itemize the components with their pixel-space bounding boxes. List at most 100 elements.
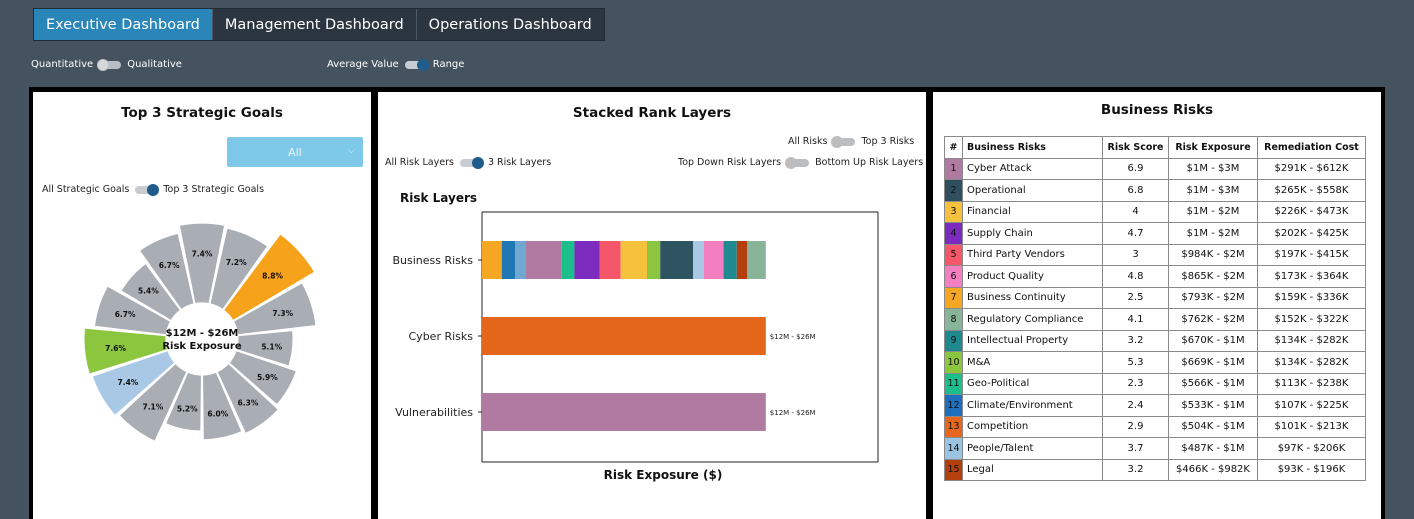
polar-segment bbox=[222, 233, 316, 322]
risk-score: 5.3 bbox=[1102, 351, 1169, 374]
table-row[interactable]: 4 Supply Chain 4.7 $1M - $2M $202K - $425K bbox=[944, 222, 1366, 245]
polar-segment-label: 7.4% bbox=[118, 378, 139, 387]
risk-name: Geo-Political bbox=[962, 372, 1103, 395]
stacked-bar-segment bbox=[515, 241, 526, 279]
table-row[interactable]: 15 Legal 3.2 $466K - $982K $93K - $196K bbox=[944, 458, 1366, 481]
tab-management-dashboard[interactable]: Management Dashboard bbox=[212, 9, 417, 40]
stacked-rank-layers-panel: Stacked Rank Layers All Risks Top 3 Risk… bbox=[378, 92, 926, 519]
risk-score: 6.8 bbox=[1102, 179, 1169, 202]
table-row[interactable]: 7 Business Continuity 2.5 $793K - $2M $159K … bbox=[944, 286, 1366, 309]
risk-number-swatch: 12 bbox=[944, 394, 963, 417]
risk-name: Legal bbox=[962, 458, 1103, 481]
table-row[interactable]: 10 M&A 5.3 $669K - $1M $134K - $282K bbox=[944, 351, 1366, 374]
table-row[interactable]: 2 Operational 6.8 $1M - $3M $265K - $558K bbox=[944, 179, 1366, 202]
table-row[interactable]: 6 Product Quality 4.8 $865K - $2M $173K - $3… bbox=[944, 265, 1366, 288]
risk-number-swatch: 9 bbox=[944, 329, 963, 352]
average-range-toggle[interactable] bbox=[404, 58, 429, 71]
header-business-risks[interactable]: Business Risks bbox=[962, 136, 1103, 159]
goals-filter-value: All bbox=[288, 145, 302, 159]
remediation-cost: $113K - $238K bbox=[1257, 372, 1366, 395]
tab-executive-dashboard[interactable]: Executive Dashboard bbox=[34, 9, 213, 40]
stacked-bar-segment bbox=[647, 241, 661, 279]
range-label: Range bbox=[432, 59, 465, 70]
remediation-cost: $265K - $558K bbox=[1257, 179, 1366, 202]
risk-name: Supply Chain bbox=[962, 222, 1103, 245]
table-row[interactable]: 11 Geo-Political 2.3 $566K - $1M $113K - $23… bbox=[944, 372, 1366, 395]
table-row[interactable]: 3 Financial 4 $1M - $2M $226K - $473K bbox=[944, 200, 1366, 223]
polar-segment bbox=[216, 362, 280, 435]
header-risk-exposure[interactable]: Risk Exposure bbox=[1168, 136, 1258, 159]
header-remediation-cost[interactable]: Remediation Cost bbox=[1257, 136, 1366, 159]
table-row[interactable]: 12 Climate/Environment 2.4 $533K - $1M $107K… bbox=[944, 394, 1366, 417]
risk-exposure: $566K - $1M bbox=[1168, 372, 1258, 395]
header-number[interactable]: # bbox=[944, 136, 963, 159]
remediation-cost: $197K - $415K bbox=[1257, 243, 1366, 266]
risk-layers-toggle[interactable] bbox=[459, 156, 484, 169]
y-tick-label: Vulnerabilities bbox=[395, 406, 473, 419]
remediation-cost: $173K - $364K bbox=[1257, 265, 1366, 288]
stacked-rank-layers-title: Stacked Rank Layers bbox=[572, 105, 732, 121]
risk-number-swatch: 7 bbox=[944, 286, 963, 309]
quantitative-label: Quantitative bbox=[31, 59, 94, 70]
remediation-cost: $107K - $225K bbox=[1257, 394, 1366, 417]
risk-score: 2.4 bbox=[1102, 394, 1169, 417]
risk-number-swatch: 14 bbox=[944, 437, 963, 460]
stacked-bar-segment bbox=[525, 241, 562, 279]
risk-score: 3.2 bbox=[1102, 458, 1169, 481]
strategic-goals-toggle[interactable] bbox=[135, 183, 160, 196]
table-row[interactable]: 5 Third Party Vendors 3 $984K - $2M $197K - … bbox=[944, 243, 1366, 266]
remediation-cost: $134K - $282K bbox=[1257, 351, 1366, 374]
risk-name: People/Talent bbox=[962, 437, 1103, 460]
strategic-goals-toggle-row: All Strategic Goals Top 3 Strategic Goal… bbox=[42, 183, 264, 196]
risk-score: 3.7 bbox=[1102, 437, 1169, 460]
risk-number-swatch: 11 bbox=[944, 372, 963, 395]
polar-center-value: $12M - $26M bbox=[165, 328, 239, 339]
quantitative-qualitative-toggle[interactable] bbox=[97, 58, 122, 71]
layer-order-toggle[interactable] bbox=[785, 156, 810, 169]
remediation-cost: $159K - $336K bbox=[1257, 286, 1366, 309]
stacked-bar-segment bbox=[599, 241, 621, 279]
risk-number-swatch: 1 bbox=[944, 157, 963, 180]
risk-name: Third Party Vendors bbox=[962, 243, 1103, 266]
polar-segment bbox=[178, 222, 226, 305]
table-row[interactable]: 9 Intellectual Property 3.2 $670K - $1M $134… bbox=[944, 329, 1366, 352]
risk-name: M&A bbox=[962, 351, 1103, 374]
risk-score: 4.1 bbox=[1102, 308, 1169, 331]
risk-name: Operational bbox=[962, 179, 1103, 202]
polar-segment bbox=[138, 232, 195, 311]
risk-exposure: $669K - $1M bbox=[1168, 351, 1258, 374]
header-risk-score[interactable]: Risk Score bbox=[1102, 136, 1169, 159]
stacked-bar-segment bbox=[693, 241, 704, 279]
polar-segment-label: 7.2% bbox=[226, 258, 247, 267]
table-row[interactable]: 14 People/Talent 3.7 $487K - $1M $97K - $206… bbox=[944, 437, 1366, 460]
risk-number-swatch: 4 bbox=[944, 222, 963, 245]
qualitative-label: Qualitative bbox=[127, 59, 182, 70]
risk-layers-bar-chart: Risk Layers Business Risks Cyber Risks $12M… bbox=[392, 191, 879, 482]
remediation-cost: $226K - $473K bbox=[1257, 200, 1366, 223]
top-3-risks-label: Top 3 Risks bbox=[861, 136, 915, 147]
table-row[interactable]: 1 Cyber Attack 6.9 $1M - $3M $291K - $612K bbox=[944, 157, 1366, 180]
chevron-down-icon: ⌵ bbox=[348, 146, 355, 156]
table-row[interactable]: 8 Regulatory Compliance 4.1 $762K - $2M $152… bbox=[944, 308, 1366, 331]
table-row[interactable]: 13 Competition 2.9 $504K - $1M $101K - $213K bbox=[944, 415, 1366, 438]
polar-segment-label: 8.8% bbox=[262, 271, 283, 280]
risk-number-swatch: 10 bbox=[944, 351, 963, 374]
all-risk-layers-label: All Risk Layers bbox=[385, 157, 454, 168]
risk-name: Climate/Environment bbox=[962, 394, 1103, 417]
remediation-cost: $93K - $196K bbox=[1257, 458, 1366, 481]
risk-name: Business Continuity bbox=[962, 286, 1103, 309]
risks-toggle[interactable] bbox=[831, 135, 856, 148]
tab-operations-dashboard[interactable]: Operations Dashboard bbox=[416, 9, 604, 40]
risk-score: 4 bbox=[1102, 200, 1169, 223]
remediation-cost: $152K - $322K bbox=[1257, 308, 1366, 331]
risk-score: 4.8 bbox=[1102, 265, 1169, 288]
risk-name: Cyber Attack bbox=[962, 157, 1103, 180]
risk-exposure: $793K - $2M bbox=[1168, 286, 1258, 309]
polar-segment-label: 5.9% bbox=[257, 373, 278, 382]
goals-filter-dropdown[interactable]: All ⌵ bbox=[227, 137, 363, 167]
x-axis-label: Risk Exposure ($) bbox=[604, 468, 723, 482]
layer-order-toggle-row: Top Down Risk Layers Bottom Up Risk Laye… bbox=[678, 156, 923, 169]
polar-segment-label: 6.7% bbox=[159, 261, 180, 270]
table-header-row: # Business Risks Risk Score Risk Exposur… bbox=[944, 136, 1366, 159]
stacked-bar-segment bbox=[747, 241, 766, 279]
